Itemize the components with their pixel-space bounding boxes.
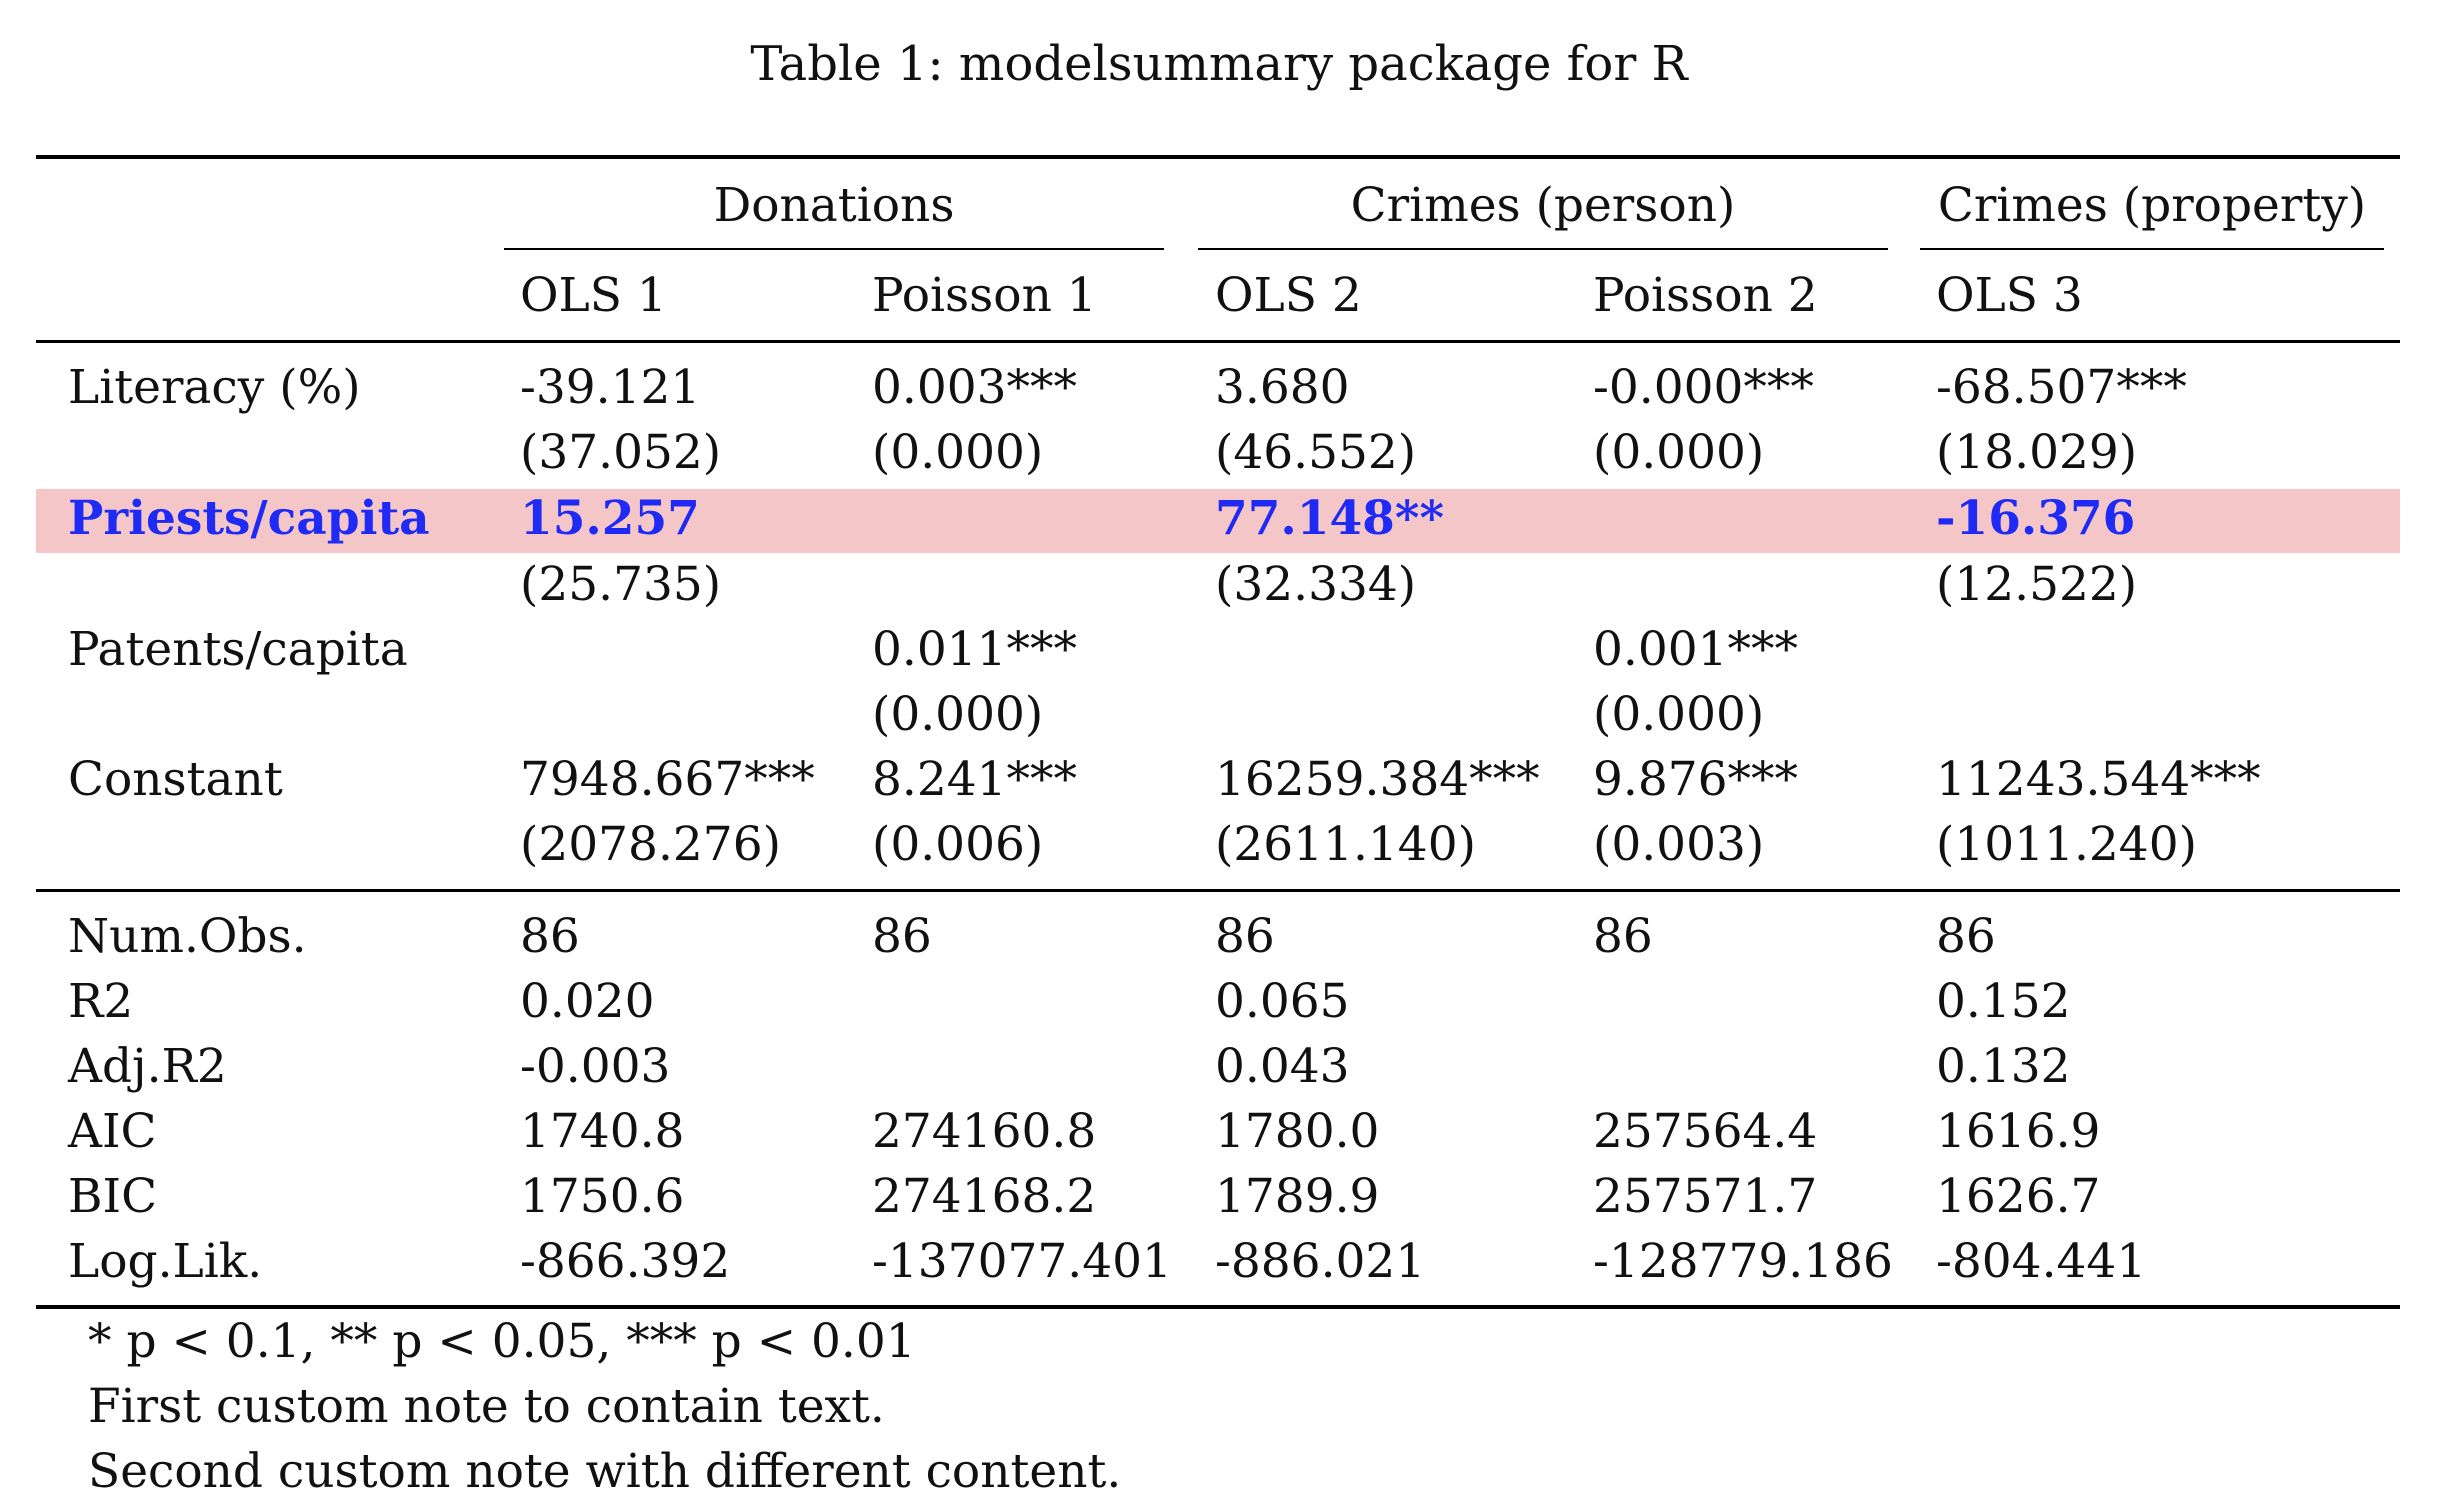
- gof-aic-poisson-1: 274160.8: [872, 1104, 1097, 1159]
- row-label-constant: Constant: [68, 752, 283, 807]
- gof-bic-poisson-2: 257571.7: [1593, 1169, 1818, 1224]
- gof-r2-ols-1: 0.020: [520, 974, 655, 1029]
- gof-label-num-obs: Num.Obs.: [68, 909, 307, 964]
- stderr-constant-poisson-2: (0.003): [1593, 817, 1765, 872]
- group-underline-crimes-person: [1198, 248, 1888, 250]
- gof-aic-ols-3: 1616.9: [1936, 1104, 2101, 1159]
- stderr-literacy-ols-1: (37.052): [520, 425, 722, 480]
- estimate-constant-ols-2: 16259.384***: [1215, 752, 1540, 807]
- estimate-constant-poisson-2: 9.876***: [1593, 752, 1799, 807]
- gof-label-log-lik: Log.Lik.: [68, 1234, 263, 1289]
- group-underline-donations: [504, 248, 1164, 250]
- estimate-priests-ols-3: -16.376: [1936, 491, 2136, 546]
- estimate-constant-ols-1: 7948.667***: [520, 752, 815, 807]
- stderr-constant-poisson-1: (0.006): [872, 817, 1044, 872]
- estimate-constant-ols-3: 11243.544***: [1936, 752, 2261, 807]
- gof-aic-ols-2: 1780.0: [1215, 1104, 1380, 1159]
- gof-num-obs-ols-3: 86: [1936, 909, 1996, 964]
- estimate-patents-poisson-2: 0.001***: [1593, 622, 1799, 677]
- significance-note: * p < 0.1, ** p < 0.05, *** p < 0.01: [88, 1314, 916, 1369]
- model-header-ols-1: OLS 1: [520, 268, 667, 323]
- estimate-literacy-poisson-1: 0.003***: [872, 360, 1078, 415]
- gof-bic-ols-1: 1750.6: [520, 1169, 685, 1224]
- stderr-constant-ols-2: (2611.140): [1215, 817, 1476, 872]
- row-label-patents: Patents/capita: [68, 622, 408, 677]
- gof-label-aic: AIC: [68, 1104, 157, 1159]
- gof-adj-r2-ols-1: -0.003: [520, 1039, 671, 1094]
- group-header-donations: Donations: [713, 178, 955, 233]
- gof-num-obs-ols-1: 86: [520, 909, 580, 964]
- estimate-literacy-ols-2: 3.680: [1215, 360, 1350, 415]
- estimate-patents-poisson-1: 0.011***: [872, 622, 1078, 677]
- gof-label-r2: R2: [68, 974, 134, 1029]
- top-rule: [36, 155, 2400, 159]
- estimate-priests-ols-1: 15.257: [520, 491, 700, 546]
- stderr-patents-poisson-2: (0.000): [1593, 687, 1765, 742]
- gof-rule: [36, 889, 2400, 892]
- model-header-ols-3: OLS 3: [1936, 268, 2083, 323]
- gof-r2-ols-2: 0.065: [1215, 974, 1350, 1029]
- model-header-poisson-2: Poisson 2: [1593, 268, 1818, 323]
- gof-bic-ols-2: 1789.9: [1215, 1169, 1380, 1224]
- gof-r2-ols-3: 0.152: [1936, 974, 2071, 1029]
- gof-label-adj-r2: Adj.R2: [68, 1039, 227, 1094]
- estimate-constant-poisson-1: 8.241***: [872, 752, 1078, 807]
- gof-num-obs-ols-2: 86: [1215, 909, 1275, 964]
- gof-log-lik-poisson-1: -137077.401: [872, 1234, 1172, 1289]
- estimate-literacy-ols-1: -39.121: [520, 360, 701, 415]
- estimate-literacy-ols-3: -68.507***: [1936, 360, 2187, 415]
- stderr-priests-ols-2: (32.334): [1215, 557, 1417, 612]
- group-header-crimes-person: Crimes (person): [1350, 178, 1736, 233]
- gof-num-obs-poisson-2: 86: [1593, 909, 1653, 964]
- custom-note-1: First custom note to contain text.: [88, 1379, 885, 1434]
- gof-log-lik-ols-3: -804.441: [1936, 1234, 2147, 1289]
- gof-num-obs-poisson-1: 86: [872, 909, 932, 964]
- gof-bic-ols-3: 1626.7: [1936, 1169, 2101, 1224]
- model-header-ols-2: OLS 2: [1215, 268, 1362, 323]
- gof-bic-poisson-1: 274168.2: [872, 1169, 1097, 1224]
- table-caption: Table 1: modelsummary package for R: [750, 36, 1688, 92]
- model-header-poisson-1: Poisson 1: [872, 268, 1097, 323]
- group-underline-crimes-property: [1920, 248, 2384, 250]
- gof-adj-r2-ols-2: 0.043: [1215, 1039, 1350, 1094]
- stderr-constant-ols-1: (2078.276): [520, 817, 781, 872]
- row-label-priests: Priests/capita: [68, 491, 430, 546]
- highlight-band-priests: [36, 489, 2400, 553]
- stderr-literacy-poisson-1: (0.000): [872, 425, 1044, 480]
- group-header-crimes-property: Crimes (property): [1937, 178, 2367, 233]
- estimate-literacy-poisson-2: -0.000***: [1593, 360, 1814, 415]
- gof-adj-r2-ols-3: 0.132: [1936, 1039, 2071, 1094]
- header-rule: [36, 340, 2400, 343]
- stderr-patents-poisson-1: (0.000): [872, 687, 1044, 742]
- stderr-literacy-poisson-2: (0.000): [1593, 425, 1765, 480]
- custom-note-2: Second custom note with different conten…: [88, 1444, 1122, 1499]
- gof-log-lik-ols-1: -866.392: [520, 1234, 731, 1289]
- estimate-priests-ols-2: 77.148**: [1215, 491, 1445, 546]
- row-label-literacy: Literacy (%): [68, 360, 361, 415]
- gof-label-bic: BIC: [68, 1169, 158, 1224]
- gof-log-lik-ols-2: -886.021: [1215, 1234, 1426, 1289]
- stderr-priests-ols-1: (25.735): [520, 557, 722, 612]
- stderr-literacy-ols-2: (46.552): [1215, 425, 1417, 480]
- gof-aic-poisson-2: 257564.4: [1593, 1104, 1818, 1159]
- stderr-priests-ols-3: (12.522): [1936, 557, 2138, 612]
- gof-aic-ols-1: 1740.8: [520, 1104, 685, 1159]
- gof-log-lik-poisson-2: -128779.186: [1593, 1234, 1893, 1289]
- stderr-literacy-ols-3: (18.029): [1936, 425, 2138, 480]
- stderr-constant-ols-3: (1011.240): [1936, 817, 2197, 872]
- bottom-rule: [36, 1305, 2400, 1309]
